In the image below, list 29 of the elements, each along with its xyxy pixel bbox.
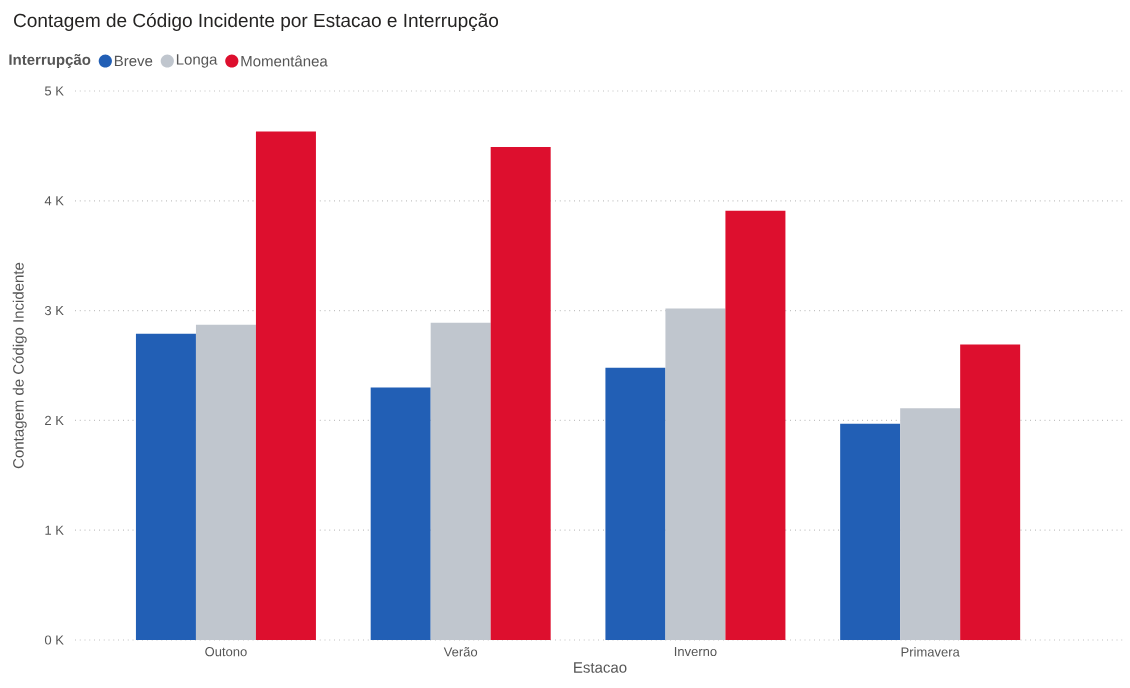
y-tick-label: 4 K <box>44 196 64 206</box>
bar <box>665 308 726 640</box>
y-tick-label: 2 K <box>45 415 64 425</box>
x-axis-title: Estacao <box>574 662 627 673</box>
chart-title: Contagem de Código Incidente por Estacao e Interrupção <box>14 12 499 31</box>
bar <box>960 344 1021 640</box>
bar <box>135 333 196 640</box>
x-tick-label: Outono <box>205 647 247 657</box>
x-tick-label: Primavera <box>901 647 960 657</box>
bar <box>840 423 901 640</box>
bar <box>900 408 961 640</box>
bar <box>370 387 431 640</box>
legend-title: Interrupção <box>9 54 91 68</box>
y-tick-label: 1 K <box>45 525 64 535</box>
x-tick-label: Inverno <box>674 647 717 657</box>
bar <box>255 131 316 640</box>
legend-label: Momentânea <box>241 55 328 67</box>
y-axis-title: Contagem de Código Incidente <box>12 262 27 469</box>
bar <box>605 367 666 640</box>
bar <box>490 146 551 640</box>
y-tick-label: 5 K <box>44 86 64 96</box>
y-tick-label: 3 K <box>44 306 64 316</box>
bar <box>195 324 256 640</box>
x-tick-label: Verão <box>443 647 478 657</box>
bar <box>725 210 786 640</box>
legend-label: Breve <box>114 55 153 67</box>
y-tick-label: 0 K <box>44 635 64 645</box>
legend-label: Longa <box>176 54 218 68</box>
bar <box>430 322 491 640</box>
